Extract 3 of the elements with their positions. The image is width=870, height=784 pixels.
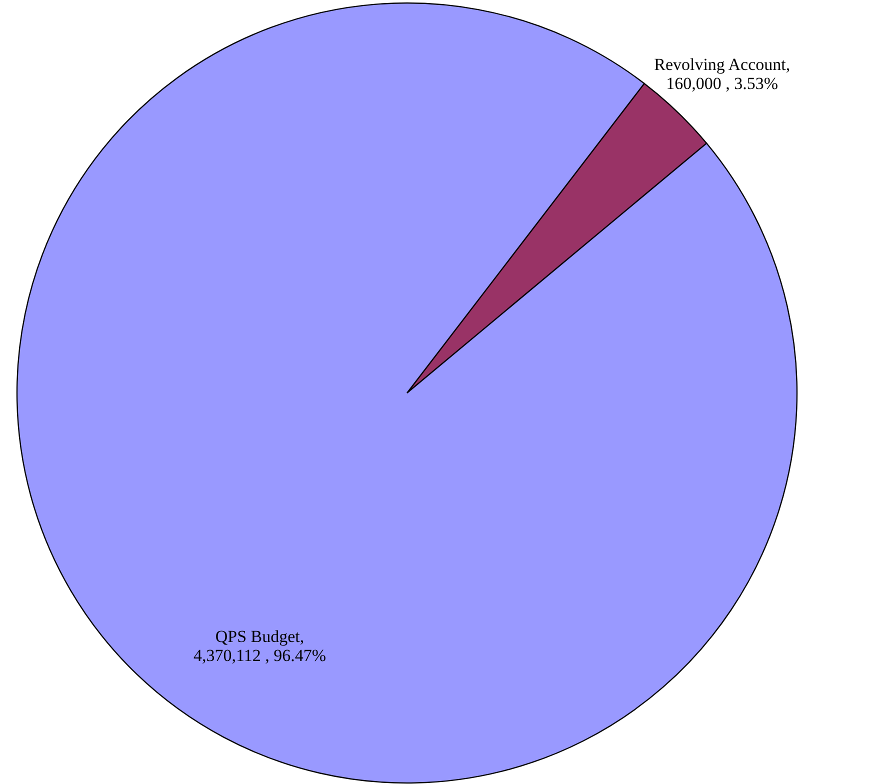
slice-label: Revolving Account, 160,000 , 3.53% [654, 54, 790, 93]
pie-slice [16, 2, 798, 783]
slice-label: QPS Budget, 4,370,112 , 96.47% [193, 627, 326, 665]
